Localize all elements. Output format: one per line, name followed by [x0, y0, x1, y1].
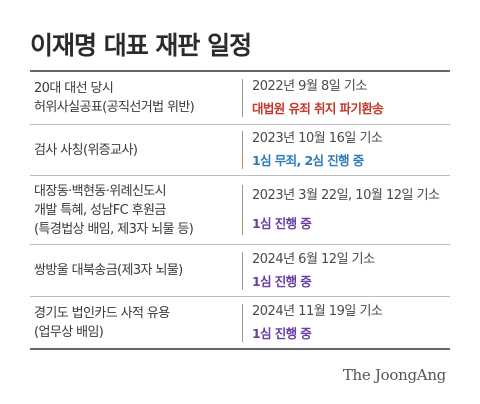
- case-name: 검사 사칭(위증교사): [30, 141, 242, 160]
- case-name-line: 검사 사칭(위증교사): [34, 142, 138, 158]
- case-name: 경기도 법인카드 사적 유용 (업무상 배임): [30, 304, 242, 342]
- table-row: 경기도 법인카드 사적 유용 (업무상 배임) 2024년 11월 19일 기소…: [30, 297, 450, 350]
- case-name-line: 허위사실공표(공직선거법 위반): [34, 100, 195, 115]
- case-name: 쌍방울 대북송금(제3자 뇌물): [30, 261, 242, 280]
- publisher-logo: The JoongAng: [342, 366, 446, 384]
- indictment-date: 2023년 10월 16일 기소: [252, 131, 383, 146]
- indictment-date: 2024년 11월 19일 기소: [252, 303, 383, 319]
- case-details: 2024년 6월 12일 기소 1심 진행 중: [243, 251, 450, 291]
- table-row: 20대 대선 당시 허위사실공표(공직선거법 위반) 2022년 9월 8일 기…: [30, 72, 450, 125]
- case-details: 2023년 3월 22일, 10월 12일 기소 1심 진행 중: [243, 187, 450, 233]
- case-name-line: 쌍방울 대북송금(제3자 뇌물): [34, 263, 183, 278]
- trial-schedule-table: 20대 대선 당시 허위사실공표(공직선거법 위반) 2022년 9월 8일 기…: [30, 70, 450, 350]
- indictment-date: 2022년 9월 8일 기소: [252, 79, 367, 94]
- trial-status: 1심 진행 중: [252, 216, 312, 231]
- case-name-line: 대장동·백현동·위례신도시: [34, 183, 167, 199]
- indictment-date: 2024년 6월 12일 기소: [252, 251, 375, 267]
- trial-status: 1심 진행 중: [252, 273, 312, 289]
- column-divider: [242, 251, 243, 290]
- case-details: 2023년 10월 16일 기소 1심 무죄, 2심 진행 중: [243, 130, 450, 170]
- table-row: 대장동·백현동·위례신도시 개발 특혜, 성남FC 후원금 (특경법상 배임, …: [30, 176, 450, 245]
- case-name-line: 경기도 법인카드 사적 유용: [34, 305, 170, 321]
- trial-status: 1심 무죄, 2심 진행 중: [252, 153, 364, 168]
- case-name-line: (특경법상 배임, 제3자 뇌물 등): [34, 221, 194, 237]
- column-divider: [242, 303, 243, 342]
- case-name-line: (업무상 배임): [34, 324, 104, 340]
- case-name-line: 개발 특혜, 성남FC 후원금: [34, 202, 166, 218]
- trial-status: 대법원 유죄 취지 파기환송: [252, 101, 384, 116]
- case-name: 대장동·백현동·위례신도시 개발 특혜, 성남FC 후원금 (특경법상 배임, …: [30, 182, 242, 239]
- indictment-date: 2023년 3월 22일, 10월 12일 기소: [252, 188, 440, 203]
- page-title: 이재명 대표 재판 일정: [30, 31, 252, 60]
- column-divider: [242, 131, 243, 169]
- case-details: 2022년 9월 8일 기소 대법원 유죄 취지 파기환송: [243, 78, 450, 118]
- column-divider: [242, 185, 243, 235]
- column-divider: [242, 79, 243, 117]
- case-name-line: 20대 대선 당시: [34, 81, 114, 96]
- trial-status: 1심 진행 중: [252, 325, 312, 341]
- table-row: 검사 사칭(위증교사) 2023년 10월 16일 기소 1심 무죄, 2심 진…: [30, 125, 450, 176]
- table-row: 쌍방울 대북송금(제3자 뇌물) 2024년 6월 12일 기소 1심 진행 중: [30, 245, 450, 297]
- case-name: 20대 대선 당시 허위사실공표(공직선거법 위반): [30, 79, 242, 117]
- case-details: 2024년 11월 19일 기소 1심 진행 중: [243, 303, 450, 343]
